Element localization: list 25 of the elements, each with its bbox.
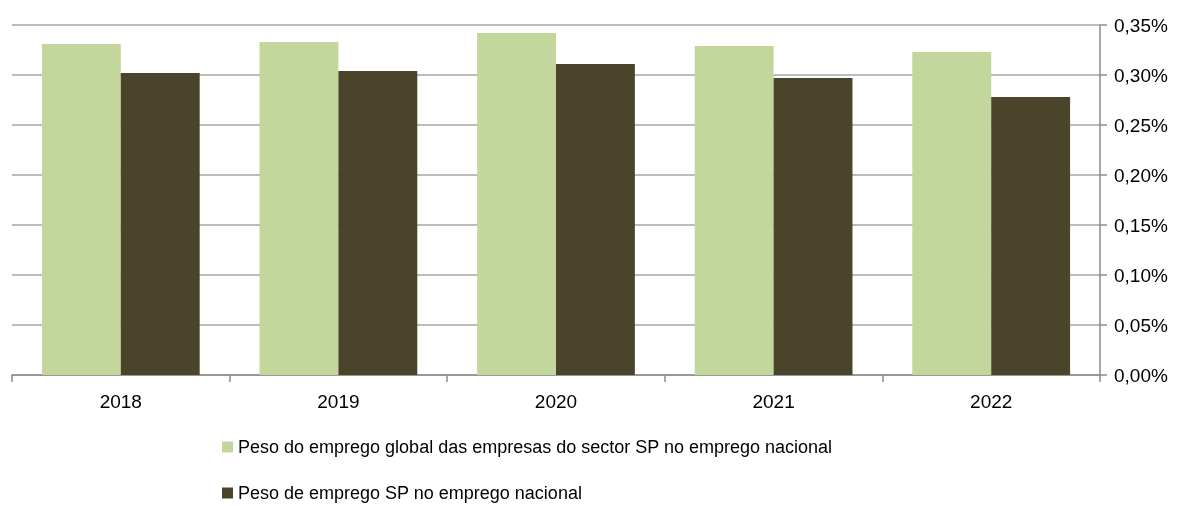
x-tick-label: 2018 [99, 391, 142, 412]
y-tick-label: 0,35% [1114, 14, 1168, 36]
x-tick-label: 2019 [317, 391, 360, 412]
bar [259, 42, 339, 375]
bar [912, 52, 992, 375]
y-tick-label: 0,25% [1114, 114, 1168, 136]
x-tick-label: 2022 [970, 391, 1013, 412]
y-tick-label: 0,10% [1114, 264, 1168, 286]
bar [694, 46, 774, 375]
bar [338, 71, 418, 375]
bar [41, 44, 121, 375]
y-tick-label: 0,30% [1114, 64, 1168, 86]
bar [120, 73, 200, 375]
y-tick-label: 0,05% [1114, 314, 1168, 336]
bar [556, 64, 635, 375]
x-tick-label: 2021 [752, 391, 795, 412]
legend-label: Peso de emprego SP no emprego nacional [238, 483, 582, 503]
bar [991, 97, 1071, 375]
y-tick-label: 0,20% [1114, 164, 1168, 186]
y-tick-label: 0,15% [1114, 214, 1168, 236]
y-tick-label: 0,00% [1114, 364, 1168, 386]
x-tick-label: 2020 [534, 391, 578, 412]
legend-label: Peso do emprego global das empresas do sector SP no emprego nacional [238, 437, 833, 457]
bar [477, 33, 556, 375]
bar [773, 78, 853, 375]
